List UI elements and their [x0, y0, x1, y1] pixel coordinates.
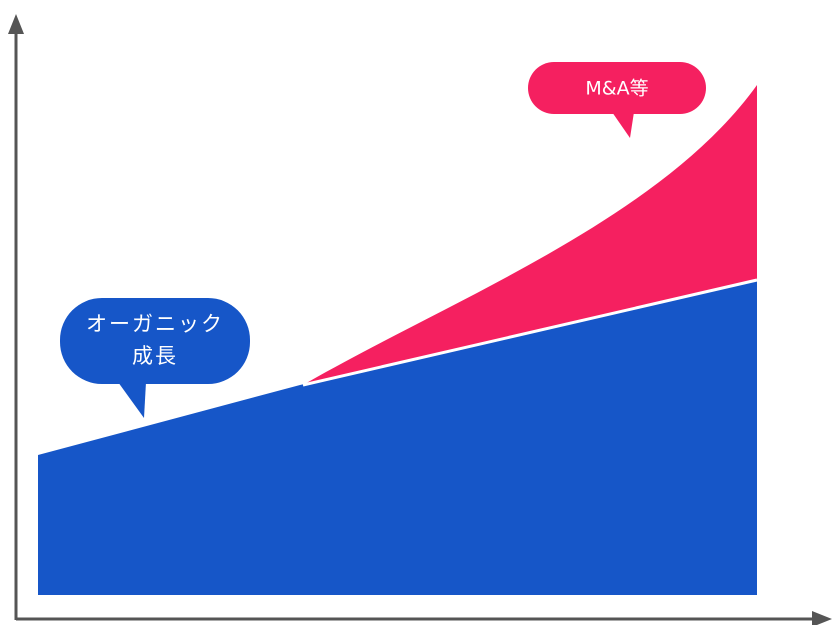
x-axis-arrow [812, 611, 832, 625]
callout-bubble [60, 298, 250, 384]
callout-text: オーガニック [86, 312, 224, 336]
callout-text: M&A等 [585, 78, 648, 100]
callout-tail [118, 382, 146, 418]
separator-line [302, 278, 758, 387]
ma-area [303, 85, 757, 385]
y-axis-arrow [8, 14, 24, 34]
callout-bubble [528, 62, 706, 114]
callout-tail [612, 112, 634, 138]
organic-callout: オーガニック 成長 [60, 298, 250, 418]
organic-area [38, 280, 757, 595]
callout-text: 成長 [132, 344, 178, 368]
ma-callout: M&A等 [528, 62, 706, 138]
